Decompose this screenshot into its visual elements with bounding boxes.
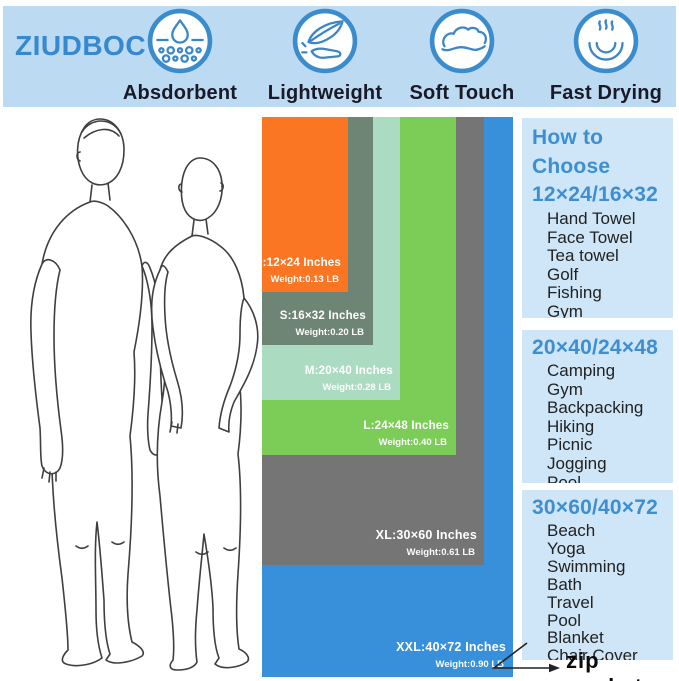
feature-soft-touch: Soft Touch bbox=[387, 8, 537, 105]
list-item: Travel bbox=[547, 592, 594, 612]
towel-weight-text: Weight:0.40 LB bbox=[378, 437, 447, 448]
towel-label-m: M:20×40 Inches Weight:0.28 LB bbox=[305, 365, 393, 393]
list-item: Blanket bbox=[547, 628, 604, 648]
list-item: Yoga bbox=[547, 538, 586, 558]
man-head bbox=[76, 118, 125, 186]
towel-weight-text: Weight:0.61 LB bbox=[406, 547, 475, 558]
list-item: Fishing bbox=[547, 283, 602, 303]
woman-head bbox=[180, 157, 223, 222]
size-group-header: 30×60/40×72 bbox=[532, 496, 658, 519]
man-left-arm bbox=[30, 258, 64, 475]
list-item: Swimming bbox=[547, 556, 626, 576]
use-case-list: Hand Towel Face Towel Tea towel Golf Fishing… bbox=[532, 209, 667, 318]
towel-size-text: XXL:40×72 Inches bbox=[396, 640, 506, 654]
towel-weight-text: Weight:0.20 LB bbox=[295, 327, 364, 338]
towel-weight-text: Weight:0.13 LB bbox=[270, 274, 339, 285]
list-item: Face Towel bbox=[547, 227, 633, 247]
list-item: Golf bbox=[547, 264, 579, 284]
woman-right-arm bbox=[218, 297, 259, 433]
brand-logo: ZIUDBOC bbox=[15, 30, 147, 61]
use-case-list: Beach Yoga Swimming Bath Travel Pool Blanket Ch… bbox=[532, 522, 667, 660]
list-item: Hiking bbox=[547, 416, 595, 436]
human-figures-illustration bbox=[30, 118, 259, 671]
feather-on-hand-icon bbox=[292, 8, 358, 74]
list-item: Gym bbox=[547, 301, 583, 318]
feature-label: Lightweight bbox=[267, 82, 383, 104]
towel-size-text: S:16×32 Inches bbox=[279, 310, 366, 322]
guide-panel-small-sizes: How to Choose 12×24/16×32 Hand Towel Face… bbox=[522, 118, 673, 318]
water-drop-absorb-icon bbox=[147, 8, 213, 74]
towel-label-s: S:16×32 Inches Weight:0.20 LB bbox=[280, 310, 366, 338]
steam-drying-icon bbox=[573, 8, 639, 74]
list-item: Tea towel bbox=[547, 246, 619, 266]
feature-lightweight: Lightweight bbox=[250, 8, 400, 105]
towel-label-xs: XS:12×24 Inches Weight:0.13 LB bbox=[247, 257, 341, 285]
list-item: Camping bbox=[547, 361, 616, 380]
feature-label: Fast Drying bbox=[549, 82, 663, 104]
woman-left-arm bbox=[150, 264, 184, 429]
towel-weight-text: Weight:0.28 LB bbox=[322, 382, 391, 393]
feature-label: Soft Touch bbox=[409, 82, 515, 104]
towel-size-text: XL:30×60 Inches bbox=[375, 528, 477, 542]
sidebar-title: How to Choose bbox=[532, 126, 611, 178]
use-case-list: Camping Gym Backpacking Hiking Picnic Jogging… bbox=[532, 361, 667, 483]
zip-pocket-label: zip pocket bbox=[566, 648, 642, 681]
towel-size-text: L:24×48 Inches bbox=[363, 420, 449, 432]
list-item: Gym bbox=[547, 379, 583, 399]
list-item: Beach bbox=[547, 521, 596, 540]
list-item: Backpacking bbox=[547, 398, 644, 418]
towel-size-text: XS:12×24 Inches bbox=[246, 257, 341, 269]
list-item: Chair Cover bbox=[547, 646, 638, 660]
towel-size-xs: XS:12×24 Inches Weight:0.13 LB bbox=[247, 117, 348, 292]
feature-absorbent: Absdorbent bbox=[105, 8, 255, 105]
list-item: Jogging bbox=[547, 453, 607, 473]
list-item: Pool bbox=[547, 472, 582, 483]
towel-label-xxl: XXL:40×72 Inches Weight:0.90 LB bbox=[396, 640, 506, 670]
list-item: Picnic bbox=[547, 435, 593, 455]
size-group-header: 12×24/16×32 bbox=[532, 183, 658, 206]
guide-panel-large-sizes: 30×60/40×72 Beach Yoga Swimming Bath Travel P… bbox=[522, 490, 673, 660]
towel-size-text: M:20×40 Inches bbox=[304, 365, 393, 377]
zip-pocket-arrow bbox=[491, 642, 560, 673]
towel-weight-text: Weight:0.90 LB bbox=[435, 659, 504, 670]
woman-body-outline bbox=[156, 234, 250, 671]
list-item: Bath bbox=[547, 574, 582, 594]
towel-label-l: L:24×48 Inches Weight:0.40 LB bbox=[363, 420, 449, 448]
cloud-icon bbox=[429, 8, 495, 74]
list-item: Pool bbox=[547, 610, 582, 630]
feature-label: Absdorbent bbox=[122, 82, 238, 104]
guide-panel-medium-sizes: 20×40/24×48 Camping Gym Backpacking Hiking P… bbox=[522, 330, 673, 483]
feature-fast-drying: Fast Drying bbox=[531, 8, 679, 105]
list-item: Hand Towel bbox=[547, 209, 636, 228]
towel-label-xl: XL:30×60 Inches Weight:0.61 LB bbox=[376, 528, 477, 558]
size-group-header: 20×40/24×48 bbox=[532, 336, 658, 359]
